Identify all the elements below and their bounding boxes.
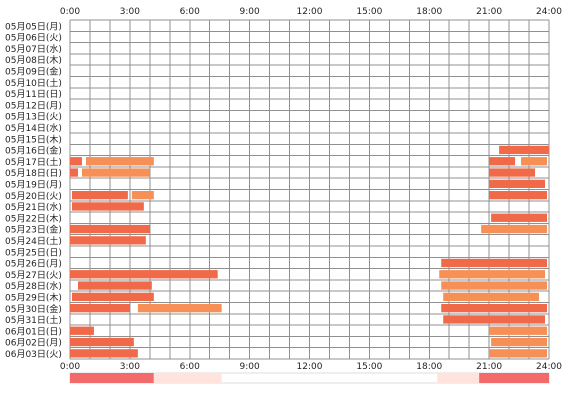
- row-label: 05月28日(水): [5, 280, 62, 292]
- activity-segment: [481, 224, 548, 234]
- activity-segment: [443, 315, 546, 324]
- row-label: 05月24日(土): [5, 235, 62, 247]
- activity-segment: [489, 179, 546, 188]
- activity-segment: [441, 304, 548, 313]
- bottom-tick-label: 3:00: [120, 362, 140, 372]
- row-label: 05月25日(日): [5, 247, 62, 258]
- row-label: 05月10日(土): [5, 77, 62, 89]
- top-tick-label: 6:00: [180, 7, 200, 17]
- activity-segment: [489, 191, 548, 200]
- top-tick-label: 3:00: [120, 7, 140, 17]
- activity-segment: [70, 168, 78, 177]
- activity-segment: [85, 157, 154, 166]
- row-label: 05月09日(金): [5, 66, 62, 78]
- activity-segment: [77, 281, 152, 290]
- summary-bar-segment: [153, 373, 222, 383]
- activity-segment: [491, 213, 548, 222]
- row-label: 05月26日(月): [5, 259, 62, 270]
- activity-segment: [491, 337, 548, 347]
- activity-segment: [71, 191, 128, 200]
- top-tick-label: 24:00: [536, 7, 562, 17]
- bottom-tick-label: 15:00: [356, 362, 382, 372]
- row-label: 05月30日(金): [5, 303, 62, 315]
- activity-segment: [70, 349, 138, 358]
- activity-segment: [489, 349, 548, 358]
- row-label: 05月18日(日): [5, 168, 62, 179]
- bottom-tick-label: 12:00: [297, 362, 323, 372]
- row-label: 06月01日(日): [5, 326, 62, 337]
- activity-segment: [70, 224, 150, 234]
- bottom-tick-label: 24:00: [536, 362, 562, 372]
- top-tick-label: 15:00: [356, 7, 382, 17]
- row-label: 05月23日(金): [5, 224, 62, 236]
- bottom-tick-label: 21:00: [476, 362, 502, 372]
- row-label: 05月08日(木): [5, 54, 62, 66]
- row-label: 05月22日(木): [5, 212, 62, 224]
- row-label: 05月27日(火): [5, 270, 62, 281]
- row-label: 05月15日(木): [5, 133, 62, 145]
- activity-segment: [81, 168, 150, 177]
- summary-bar-segment: [70, 373, 154, 383]
- top-hour-ticks: 0:00 3:00 6:00 9:00 12:00 15:00 18:00 21:00 24:0…: [60, 7, 562, 17]
- summary-bar: [69, 372, 550, 384]
- row-label: 05月06日(火): [5, 33, 62, 44]
- grid: [69, 19, 550, 360]
- bottom-tick-label: 0:00: [60, 362, 80, 372]
- row-label: 05月19日(月): [5, 180, 62, 191]
- activity-segment: [70, 304, 130, 313]
- row-label: 06月03日(火): [5, 349, 62, 360]
- activity-segment: [70, 326, 94, 335]
- row-label: 05月17日(土): [5, 156, 62, 168]
- summary-bar-segment: [437, 373, 480, 383]
- row-label: 05月13日(火): [5, 112, 62, 123]
- activity-segment: [137, 304, 222, 313]
- activity-segment: [71, 292, 154, 301]
- row-label: 05月20日(火): [5, 191, 62, 202]
- activity-segment: [439, 270, 546, 279]
- activity-segment: [443, 292, 540, 301]
- row-label: 06月02日(月): [5, 338, 62, 349]
- bottom-tick-label: 18:00: [416, 362, 442, 372]
- bottom-tick-label: 6:00: [180, 362, 200, 372]
- row-label: 05月31日(土): [5, 314, 62, 326]
- activity-segment: [441, 258, 548, 268]
- top-tick-label: 9:00: [240, 7, 260, 17]
- activity-segment: [489, 326, 548, 335]
- activity-segments: [70, 145, 549, 358]
- row-labels: 05月05日(月)05月06日(火)05月07日(水)05月08日(木)05月0…: [5, 21, 62, 360]
- activity-segment: [499, 145, 549, 155]
- bottom-tick-label: 9:00: [240, 362, 260, 372]
- activity-segment: [489, 157, 516, 166]
- activity-segment: [70, 270, 218, 279]
- row-label: 05月07日(水): [5, 43, 62, 55]
- activity-segment: [71, 202, 144, 211]
- activity-segment: [441, 281, 548, 290]
- top-tick-label: 21:00: [476, 7, 502, 17]
- activity-segment: [70, 157, 82, 166]
- bottom-hour-ticks: 0:00 3:00 6:00 9:00 12:00 15:00 18:00 21:00 24:0…: [60, 362, 562, 372]
- row-label: 05月12日(月): [5, 100, 62, 111]
- row-label: 05月14日(水): [5, 122, 62, 134]
- top-tick-label: 0:00: [60, 7, 80, 17]
- activity-segment: [521, 157, 548, 166]
- row-label: 05月11日(日): [5, 89, 62, 100]
- summary-bar-segment: [479, 373, 549, 383]
- activity-segment: [70, 337, 134, 347]
- row-label: 05月16日(金): [5, 145, 62, 157]
- activity-segment: [70, 236, 146, 245]
- top-tick-label: 12:00: [297, 7, 323, 17]
- row-label: 05月29日(木): [5, 292, 62, 304]
- row-label: 05月21日(水): [5, 201, 62, 213]
- activity-segment: [131, 191, 154, 200]
- top-tick-label: 18:00: [416, 7, 442, 17]
- row-label: 05月05日(月): [5, 21, 62, 32]
- activity-segment: [489, 168, 536, 177]
